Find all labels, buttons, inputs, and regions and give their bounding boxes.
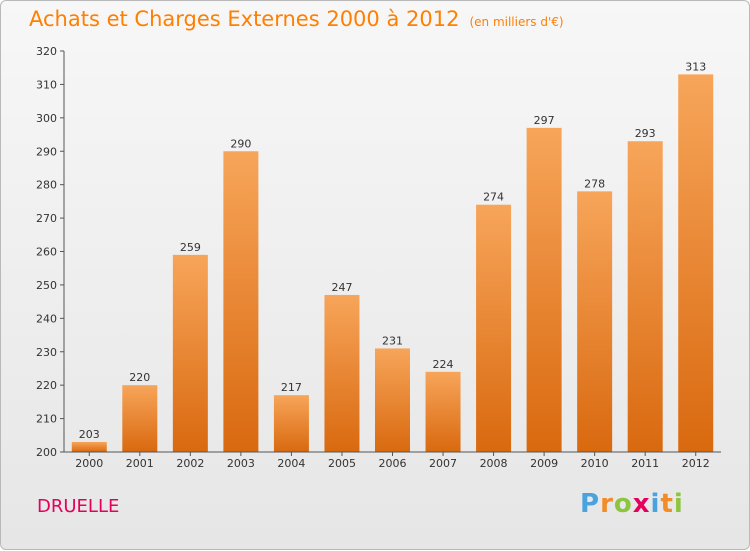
data-label: 297 [534,114,555,127]
logo-letter: i [673,489,684,519]
data-label: 274 [483,191,504,204]
x-tick-label: 2009 [530,457,558,470]
y-tick-label: 280 [36,179,57,192]
x-tick-label: 2010 [581,457,609,470]
bar [678,74,714,453]
logo-letter: r [600,489,614,519]
x-tick-label: 2002 [176,457,204,470]
bar [476,204,512,452]
bar [172,254,208,452]
x-tick-label: 2003 [227,457,255,470]
bars-group: 203 220 259 290 217 247 231 224 274 297 278 293 313 [71,60,714,453]
x-tick-label: 2001 [126,457,154,470]
data-label: 217 [281,381,302,394]
x-tick-label: 2004 [277,457,305,470]
data-label: 313 [685,60,706,73]
bar [627,141,663,452]
data-label: 293 [635,127,656,140]
axes-group: 200 210 220 230 240 250 260 270 280 290 300 310 320 2… [36,45,721,470]
bar [577,191,613,452]
y-tick-label: 200 [36,446,57,459]
bar [526,127,562,452]
logo-letter: x [632,489,651,519]
y-tick-label: 220 [36,379,57,392]
chart-title: Achats et Charges Externes 2000 à 2012 (e… [29,7,564,31]
data-label: 259 [180,241,201,254]
data-label: 278 [584,177,605,190]
y-tick-label: 250 [36,279,57,292]
logo-letter: t [660,489,674,519]
y-tick-label: 230 [36,346,57,359]
y-tick-label: 210 [36,413,57,426]
y-tick-label: 260 [36,246,57,259]
x-tick-label: 2011 [631,457,659,470]
y-tick-label: 290 [36,145,57,158]
x-tick-label: 2005 [328,457,356,470]
x-tick-label: 2006 [379,457,407,470]
bar [425,371,461,452]
data-label: 224 [433,358,454,371]
x-tick-label: 2012 [682,457,710,470]
data-label: 220 [129,371,150,384]
y-tick-label: 240 [36,312,57,325]
data-label: 203 [79,428,100,441]
y-tick-label: 270 [36,212,57,225]
bar [71,441,107,452]
y-tick-label: 320 [36,45,57,58]
data-label: 231 [382,334,403,347]
y-tick-label: 310 [36,78,57,91]
chart-title-text: Achats et Charges Externes 2000 à 2012 [29,7,460,31]
bar [273,395,309,452]
commune-name: DRUELLE [37,496,120,517]
bar [375,348,410,452]
proxiti-logo: Proxiti [580,489,684,519]
logo-letter: P [580,489,601,519]
chart-subtitle: (en milliers d'€) [469,15,564,29]
y-tick-label: 300 [36,112,57,125]
x-tick-label: 2000 [75,457,103,470]
logo-letter: o [613,489,633,519]
data-label: 247 [331,281,352,294]
bar [223,151,259,452]
bar [324,294,360,452]
x-tick-label: 2008 [480,457,508,470]
logo-letter: i [650,489,661,519]
x-tick-label: 2007 [429,457,457,470]
bar [122,385,158,452]
data-label: 290 [230,137,251,150]
